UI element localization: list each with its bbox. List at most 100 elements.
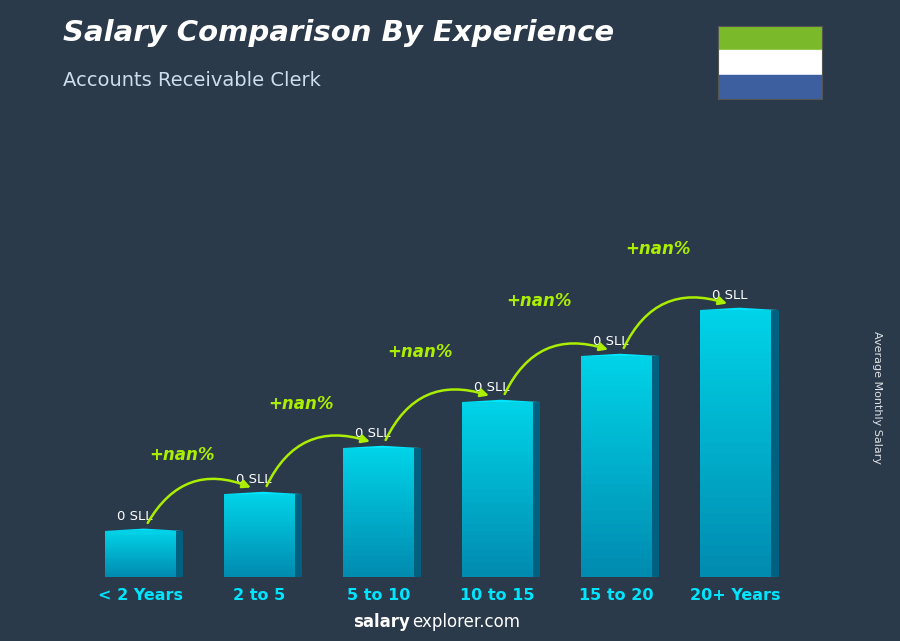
Bar — [700, 502, 771, 508]
Bar — [343, 510, 414, 512]
Bar — [343, 562, 414, 564]
Bar — [343, 481, 414, 484]
Bar — [224, 501, 295, 503]
Bar — [224, 575, 295, 577]
Bar — [462, 503, 534, 507]
Bar — [580, 467, 652, 471]
Bar — [343, 471, 414, 474]
Bar — [462, 412, 534, 416]
Bar — [580, 435, 652, 440]
Bar — [224, 534, 295, 535]
Text: explorer.com: explorer.com — [412, 613, 520, 631]
Bar — [700, 449, 771, 454]
Bar — [224, 512, 295, 514]
Bar — [700, 476, 771, 481]
Bar — [343, 484, 414, 487]
Bar — [580, 431, 652, 435]
Bar — [580, 444, 652, 449]
Bar — [580, 568, 652, 572]
Bar — [462, 538, 534, 542]
Bar — [104, 546, 176, 547]
Bar — [700, 550, 771, 556]
Bar — [700, 486, 771, 492]
Polygon shape — [580, 354, 660, 356]
Bar — [462, 510, 534, 514]
Bar — [462, 440, 534, 444]
Bar — [104, 547, 176, 548]
Bar — [343, 512, 414, 515]
Bar — [224, 535, 295, 537]
Text: +nan%: +nan% — [626, 240, 691, 258]
Bar — [343, 463, 414, 466]
Bar — [462, 423, 534, 426]
Bar — [224, 515, 295, 517]
Bar — [462, 483, 534, 486]
Bar — [462, 573, 534, 577]
Bar — [580, 546, 652, 551]
Bar — [343, 469, 414, 471]
Bar — [462, 560, 534, 563]
Bar — [104, 554, 176, 555]
Bar — [343, 458, 414, 461]
Bar — [580, 497, 652, 502]
Text: 0 SLL: 0 SLL — [117, 510, 152, 522]
Bar — [580, 387, 652, 392]
Bar — [343, 569, 414, 572]
Bar — [700, 545, 771, 550]
Bar — [700, 315, 771, 320]
Bar — [343, 544, 414, 546]
Bar — [700, 379, 771, 385]
Bar — [343, 474, 414, 476]
Bar — [700, 470, 771, 476]
Bar — [224, 569, 295, 570]
Bar — [343, 528, 414, 531]
Bar — [343, 451, 414, 453]
Bar — [104, 563, 176, 564]
Bar — [462, 524, 534, 528]
Text: +nan%: +nan% — [387, 343, 453, 361]
Bar — [343, 520, 414, 523]
Bar — [104, 533, 176, 535]
Bar — [343, 466, 414, 469]
Bar — [700, 353, 771, 358]
Bar — [580, 404, 652, 409]
Bar — [104, 569, 176, 570]
Bar — [580, 449, 652, 453]
Bar — [224, 529, 295, 531]
Bar — [224, 544, 295, 545]
Bar — [580, 502, 652, 506]
Bar — [343, 494, 414, 497]
Bar — [343, 456, 414, 458]
Bar — [580, 524, 652, 528]
Bar — [224, 524, 295, 526]
Bar — [104, 561, 176, 562]
Bar — [462, 486, 534, 490]
Bar — [462, 563, 534, 567]
Bar — [700, 347, 771, 353]
Polygon shape — [224, 492, 302, 494]
Bar — [700, 513, 771, 518]
Bar — [176, 531, 184, 577]
Bar — [462, 545, 534, 549]
Bar — [462, 566, 534, 570]
Bar — [104, 551, 176, 552]
Bar — [700, 363, 771, 369]
Bar — [462, 556, 534, 560]
Bar — [462, 437, 534, 440]
Bar — [580, 533, 652, 537]
Bar — [462, 542, 534, 545]
Bar — [224, 563, 295, 565]
Bar — [104, 576, 176, 577]
Bar — [580, 563, 652, 568]
Polygon shape — [104, 529, 184, 531]
Bar — [343, 536, 414, 538]
Bar — [104, 570, 176, 571]
Bar — [462, 426, 534, 430]
Bar — [580, 356, 652, 360]
Bar — [700, 492, 771, 497]
Bar — [580, 374, 652, 378]
Bar — [462, 469, 534, 472]
Bar — [580, 559, 652, 563]
Bar — [343, 497, 414, 499]
Text: +nan%: +nan% — [507, 292, 572, 310]
